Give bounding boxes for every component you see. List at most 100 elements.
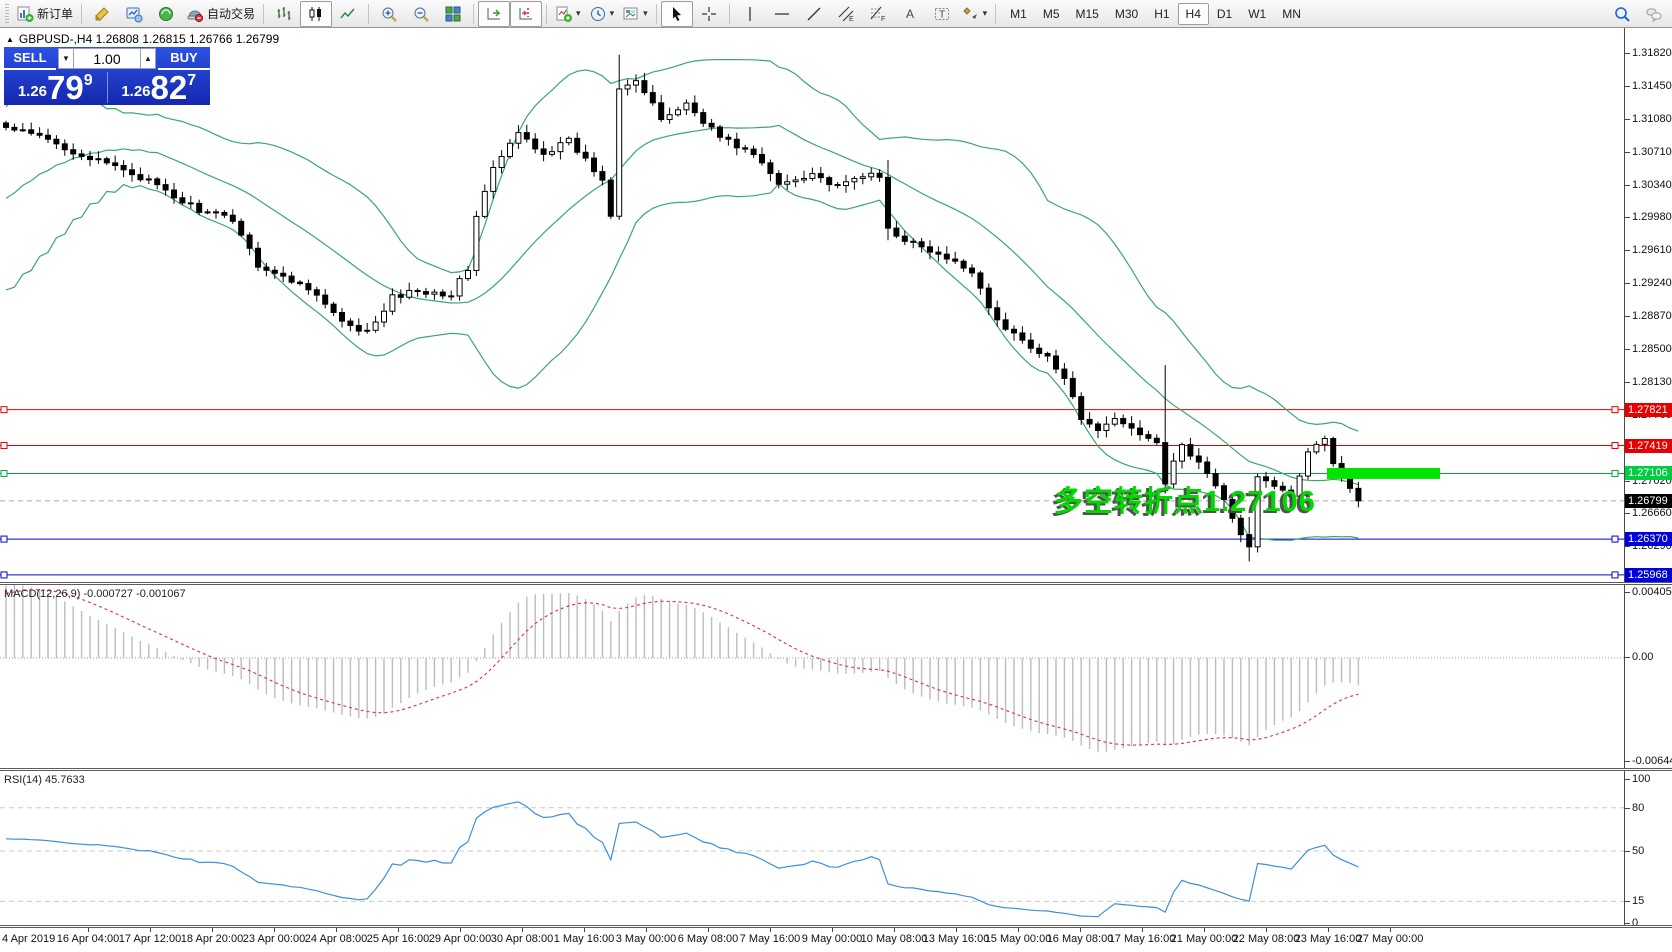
candle-body [1061, 368, 1068, 379]
time-axis-label: 15 May 00:00 [984, 933, 1052, 945]
shapes-tool-button[interactable]: ▾ [958, 1, 992, 27]
indicators-button[interactable]: ▾ [551, 1, 585, 27]
buy-button[interactable]: BUY [158, 47, 210, 70]
candle-body [45, 134, 51, 140]
chart-shift-button[interactable] [510, 0, 543, 27]
candle-body [1027, 339, 1034, 349]
candle-body [171, 189, 177, 199]
channel-tool-button[interactable]: E [830, 1, 862, 27]
timeframe-w1[interactable]: W1 [1248, 6, 1267, 21]
time-axis-tick [212, 928, 213, 932]
candle-body [1153, 437, 1160, 444]
zoom-in-button[interactable] [373, 1, 405, 27]
label-tool-button[interactable]: T [926, 1, 958, 27]
candle-body [1279, 485, 1286, 491]
zoom-out-button[interactable] [405, 1, 437, 27]
timeframe-m1[interactable]: M1 [1010, 6, 1027, 21]
rsi-axis-label: 15 [1632, 895, 1645, 908]
rsi-axis-label: 0 [1632, 917, 1639, 929]
vertical-line-tool-button[interactable] [734, 1, 766, 27]
cursor-tool-button[interactable] [660, 0, 693, 27]
candle-body [1002, 319, 1009, 330]
price-axis-label: 1.29980 [1632, 211, 1672, 224]
volume-step-down-button[interactable]: ▼ [58, 48, 74, 69]
tile-windows-icon [445, 6, 461, 21]
candle-body [775, 172, 782, 185]
candle-body [565, 137, 572, 144]
tile-windows-button[interactable] [437, 1, 469, 27]
sell-price[interactable]: 1.26 79 9 [4, 70, 107, 105]
timeframe-m15[interactable]: M15 [1075, 6, 1099, 21]
horizontal-line-tool-button[interactable] [766, 1, 798, 27]
community-chat-button[interactable] [1638, 1, 1670, 27]
text-tool-button[interactable]: A [894, 1, 926, 27]
price-chart-canvas[interactable] [0, 28, 1624, 582]
line-anchor-square [1611, 571, 1619, 579]
rsi-canvas[interactable] [0, 772, 1624, 925]
panel-splitter-macd[interactable] [0, 582, 1672, 585]
templates-dropdown-caret: ▾ [643, 8, 648, 18]
timeframe-toolbar: M1 M5 M15 M30 H1 H4 D1 W1 MN [1002, 2, 1309, 25]
time-axis-tick [398, 928, 399, 932]
candle-body [297, 281, 303, 285]
volume-input[interactable]: 1.00 [74, 48, 140, 69]
candle-body [1162, 442, 1169, 485]
timeframe-m30[interactable]: M30 [1114, 6, 1139, 21]
profiles-button[interactable] [150, 1, 182, 27]
zoom-in-icon [382, 7, 397, 22]
volume-step-up-button[interactable]: ▲ [140, 48, 156, 69]
toolbar-separator [995, 3, 997, 24]
line-chart-mode-button[interactable] [332, 1, 364, 27]
chart-annotation-text[interactable]: 多空转折点1.27106 [1054, 486, 1316, 518]
symbol-collapse-icon[interactable]: ▲ [6, 34, 14, 44]
toolbar-grip[interactable] [5, 3, 9, 24]
auto-trading-button[interactable]: 自动交易 [182, 1, 259, 27]
candle-body [549, 151, 555, 155]
candle-body [683, 102, 690, 111]
candle-body [221, 211, 228, 216]
bid-price-label: 1.26799 [1625, 493, 1672, 508]
timeframe-mn[interactable]: MN [1282, 6, 1301, 21]
sell-button[interactable]: SELL [4, 47, 56, 70]
timeframe-m5[interactable]: M5 [1042, 6, 1060, 21]
new-order-button[interactable]: 新订单 [12, 1, 77, 27]
macd-canvas[interactable] [0, 585, 1624, 769]
candle-body [339, 311, 345, 322]
rsi-label: RSI(14) 45.7633 [4, 774, 85, 786]
fibonacci-tool-button[interactable]: F [862, 1, 894, 27]
price-axis-label: 1.30710 [1632, 146, 1672, 158]
candle-body [305, 283, 312, 291]
time-axis-label: 4 Apr 2019 [2, 933, 56, 945]
panel-splitter-timeaxis[interactable] [0, 925, 1672, 928]
templates-button[interactable]: ▾ [618, 1, 652, 27]
crosshair-tool-button[interactable] [693, 1, 725, 27]
candle-body [1137, 427, 1143, 436]
periods-button[interactable]: ▾ [585, 1, 619, 27]
timeframe-h4[interactable]: H4 [1177, 2, 1209, 25]
buy-price[interactable]: 1.26 82 7 [108, 70, 211, 105]
bar-chart-icon [277, 6, 291, 20]
price-axis-tick [1625, 481, 1630, 483]
candlestick-mode-button[interactable] [300, 0, 333, 27]
candle-body [330, 303, 337, 313]
line-anchor-square [0, 442, 8, 450]
panel-splitter-rsi[interactable] [0, 768, 1672, 771]
timeframe-d1[interactable]: D1 [1216, 6, 1233, 21]
candle-body [229, 214, 236, 222]
candle-body [1078, 396, 1085, 420]
sell-price-sup: 9 [83, 72, 93, 89]
time-axis-label: 23 Apr 00:00 [242, 933, 306, 945]
timeframe-h1[interactable]: H1 [1154, 6, 1170, 21]
candle-body [943, 253, 950, 260]
new-chart-button[interactable] [118, 1, 150, 27]
trendline-tool-button[interactable] [798, 1, 830, 27]
svg-text:T: T [939, 9, 945, 20]
marketwatch-button[interactable] [86, 1, 118, 27]
bar-chart-mode-button[interactable] [268, 1, 300, 27]
symbol-search-button[interactable] [1606, 1, 1638, 27]
svg-text:F: F [881, 16, 885, 23]
candle-body [1011, 328, 1017, 334]
auto-scroll-button[interactable] [478, 0, 511, 27]
candle-body [1263, 476, 1269, 482]
time-axis-tick [1204, 928, 1205, 932]
